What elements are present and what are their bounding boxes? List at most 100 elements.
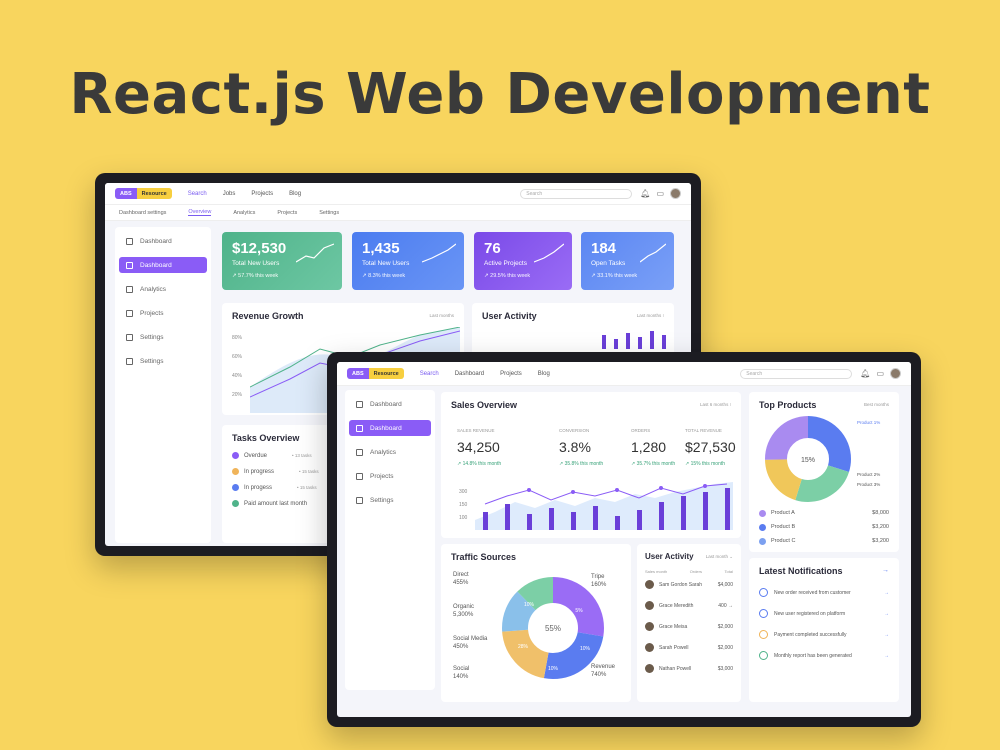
notification-item[interactable]: New user registered on platform → [759,603,889,624]
task-row-paid[interactable]: Paid amount last month [232,500,454,507]
sidebar-item-dashboard[interactable]: Dashboard [349,396,431,412]
folder-icon [126,309,133,317]
sparkline-icon [422,243,456,263]
subnav-settings[interactable]: Settings [319,209,340,216]
task-meta: • 13 tasks [292,453,312,458]
card-title: User Activity [482,311,537,321]
card-title: Tasks Overview [232,433,300,443]
front-top-icons: 🔔︎ ▭ [860,368,901,379]
traffic-source-tripe: Tripe 160% [591,574,606,590]
chart-icon [126,285,133,293]
product-row[interactable]: Product B $3,200 [759,520,889,534]
nav-item-blog[interactable]: Blog [537,370,550,377]
notification-item[interactable]: Monthly report has been generated → [759,645,889,666]
task-row-in-progress[interactable]: In progress • 15 tasks [232,468,454,475]
activity-row[interactable]: Grace Meisa $2,000 [645,616,733,637]
notification-check-icon [759,630,768,639]
sidebar-item-settings-2[interactable]: Settings [119,353,207,369]
gear-icon [356,496,363,504]
sidebar-item-dashboard-active[interactable]: Dashboard [349,420,431,436]
message-icon[interactable]: ▭ [656,189,664,198]
sidebar-item-settings[interactable]: Settings [119,329,207,345]
product-row[interactable]: Product A $8,000 [759,506,889,520]
arrow-right-icon: → [884,652,889,659]
nav-item-jobs[interactable]: Jobs [222,190,236,197]
sidebar-item-projects[interactable]: Projects [349,468,431,484]
product-name: Product A [771,510,795,516]
column-header: Orders [689,569,702,574]
logo-part-1: ABS [115,188,137,199]
front-search-input[interactable]: Search [740,368,853,379]
message-icon[interactable]: ▭ [876,369,884,378]
activity-row[interactable]: Sarah Powell $2,000 [645,637,733,658]
back-top-bar: ABS Resource Search Jobs Projects Blog S… [105,183,691,205]
card-filter[interactable]: Last months [429,313,454,318]
arrow-right-icon[interactable]: → [882,567,889,574]
avatar[interactable] [670,188,681,199]
task-label: Overdue [244,452,268,459]
stat-card-users[interactable]: 1,435 Total New Users ↗ 8.3% this week [352,232,464,290]
gear-icon [126,333,133,341]
stat-card-tasks[interactable]: 184 Open Tasks ↗ 33.1% this week [581,232,674,290]
metric-value: 34,250 [457,439,500,455]
nav-item-projects[interactable]: Projects [251,190,274,197]
sidebar-item-label: Analytics [140,285,167,293]
back-logo[interactable]: ABS Resource [115,188,172,199]
y-tick: 100 [459,515,468,521]
product-name: Product C [771,538,796,544]
top-products-card: Top Products Best months 15% Product 1% … [749,392,899,552]
sidebar-item-analytics[interactable]: Analytics [119,281,207,297]
card-filter[interactable]: Last months ⁝ [636,313,664,318]
activity-row[interactable]: Nathan Powell $3,000 [645,658,733,679]
stat-label: Open Tasks [591,260,626,267]
avatar [645,643,654,652]
bell-icon[interactable]: 🔔︎ [640,189,651,198]
nav-item-search[interactable]: Search [187,190,207,197]
activity-bars [602,331,666,349]
bell-icon[interactable]: 🔔︎ [860,369,871,378]
notification-text: Payment completed successfully [774,631,847,638]
sidebar-item-dashboard-active[interactable]: Dashboard [119,257,207,273]
notification-item[interactable]: Payment completed successfully → [759,624,889,645]
top-products-legend-1: Product 1% [857,420,881,425]
source-value: 160% [591,581,607,588]
source-name: Tripe [591,574,605,580]
stat-card-revenue[interactable]: $12,530 Total New Users ↗ 57.7% this wee… [222,232,342,290]
card-filter[interactable]: Last month ⌄ [705,554,733,559]
card-filter[interactable]: Last 6 months ⁝ [700,402,731,407]
user-name: Grace Meredith [659,602,694,609]
nav-item-projects[interactable]: Projects [500,370,522,377]
subnav-analytics[interactable]: Analytics [233,209,256,216]
stat-value: 1,435 [362,240,400,257]
nav-item-search[interactable]: Search [419,370,439,377]
nav-item-dashboard[interactable]: Dashboard [454,370,485,377]
metric-label: SALES REVENUE [457,428,495,433]
card-filter[interactable]: Best months [863,402,889,407]
stat-card-projects[interactable]: 76 Active Projects ↗ 29.5% this week [474,232,572,290]
source-name: Direct [453,572,469,578]
front-logo[interactable]: ABS Resource [347,368,404,379]
notification-item[interactable]: New order received from customer → [759,582,889,603]
sidebar-item-settings[interactable]: Settings [349,492,431,508]
sidebar-item-dashboard[interactable]: Dashboard [119,233,207,249]
column-header: Total [724,569,733,574]
subnav-dashboard-settings[interactable]: Dashboard settings [119,209,167,216]
avatar[interactable] [890,368,901,379]
sidebar-item-analytics[interactable]: Analytics [349,444,431,460]
activity-row[interactable]: Sam Gordon Sarah $4,000 [645,574,733,595]
sidebar-item-projects[interactable]: Projects [119,305,207,321]
metric-change: ↗ 15% this month [685,461,726,467]
product-row[interactable]: Product C $3,200 [759,534,889,548]
product-name: Product B [771,524,796,530]
subnav-projects[interactable]: Projects [277,209,298,216]
task-row-in-progress-2[interactable]: In progess • 15 tasks [232,484,454,491]
card-title: Top Products [759,400,817,410]
activity-row[interactable]: Grace Meredith 400 → [645,595,733,616]
source-value: 455% [453,579,469,586]
nav-item-blog[interactable]: Blog [289,190,302,197]
back-search-input[interactable]: Search [520,188,633,199]
metric-orders: ORDERS 1,280 ↗ 35.7% this month [631,428,675,467]
front-dashboard-screen: ABS Resource Search Dashboard Projects B… [337,362,911,717]
subnav-overview[interactable]: Overview [188,209,212,216]
task-row-overdue[interactable]: Overdue • 13 tasks [232,452,454,459]
